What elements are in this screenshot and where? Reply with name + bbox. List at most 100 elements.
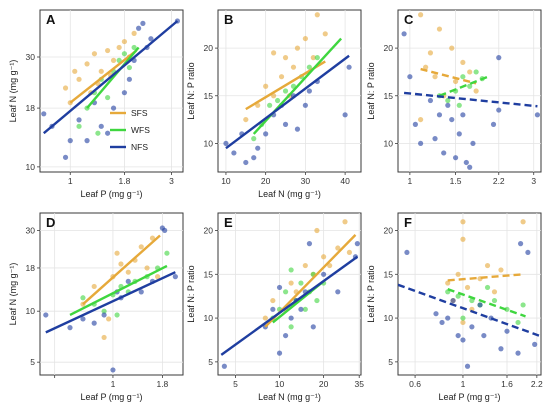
wfs-point xyxy=(456,102,462,108)
wfs-point xyxy=(460,315,466,321)
y-tick-label: 10 xyxy=(26,306,36,316)
nfs-point xyxy=(302,102,308,108)
y-tick-label: 5 xyxy=(30,357,35,367)
x-axis-label: Leaf P (mg g⁻¹) xyxy=(438,392,500,402)
plot-area xyxy=(397,9,542,173)
nfs-point xyxy=(67,138,73,144)
nfs-point xyxy=(67,325,73,331)
nfs-point xyxy=(532,341,538,347)
wfs-point xyxy=(491,297,498,304)
nfs-point xyxy=(439,319,445,326)
panel-f: 0.6 1 1.6 2.2 5 10 15 20 F Leaf P (mg g⁻¹) Leaf N:… xyxy=(366,212,543,402)
wfs-point xyxy=(121,51,128,57)
wfs-fit-line xyxy=(252,37,343,135)
sfs-point xyxy=(449,45,455,51)
nfs-point xyxy=(101,312,107,318)
x-tick-label: 1.8 xyxy=(156,379,168,389)
nfs-point xyxy=(467,164,473,170)
nfs-point xyxy=(41,111,47,117)
x-tick-label: 40 xyxy=(340,176,350,186)
y-axis-label: Leaf N: P ratio xyxy=(366,265,376,322)
wfs-point xyxy=(126,64,132,71)
nfs-point xyxy=(251,155,257,161)
sfs-point xyxy=(262,315,268,321)
nfs-point xyxy=(98,123,104,129)
nfs-point xyxy=(432,136,438,142)
nfs-point xyxy=(270,306,276,312)
nfs-fit-line xyxy=(45,271,176,334)
y-tick-label: 5 xyxy=(208,357,213,367)
sfs-point xyxy=(460,236,466,242)
nfs-point xyxy=(534,112,541,118)
nfs-point xyxy=(407,74,413,80)
sfs-point xyxy=(464,284,471,291)
nfs-fit-line xyxy=(220,255,359,356)
y-axis-label: Leaf N (mg g⁻¹) xyxy=(8,263,18,326)
nfs-point xyxy=(136,25,142,31)
nfs-point xyxy=(460,112,466,118)
x-tick-label: 1.8 xyxy=(118,176,130,186)
x-tick-label: 10 xyxy=(221,176,231,186)
nfs-point xyxy=(460,337,466,343)
sfs-point xyxy=(243,116,249,123)
wfs-point xyxy=(267,102,273,108)
wfs-point xyxy=(114,312,120,318)
plot-marks xyxy=(41,18,181,160)
nfs-point xyxy=(76,117,82,123)
panel-d: 1 1.8 5 10 18 30 D Leaf P (mg g⁻¹) Leaf N (mg g⁻… xyxy=(8,212,184,402)
sfs-point xyxy=(302,262,308,269)
nfs-point xyxy=(427,97,434,104)
legend-label-sfs: SFS xyxy=(131,108,148,118)
x-axis-label: Leaf P (mg g⁻¹) xyxy=(80,189,142,199)
nfs-point xyxy=(138,289,144,295)
sfs-point xyxy=(498,267,504,273)
sfs-point xyxy=(302,35,308,42)
sfs-point xyxy=(114,250,120,256)
nfs-point xyxy=(91,320,97,326)
sfs-point xyxy=(121,38,128,45)
y-tick-label: 20 xyxy=(204,226,214,236)
x-tick-label: 0.6 xyxy=(409,379,421,389)
x-tick-label: 20 xyxy=(261,176,271,186)
y-tick-label: 20 xyxy=(384,43,394,53)
panel-c: 1 1.5 2.2 3 10 15 20 C Leaf N: P ratio xyxy=(366,9,542,186)
sfs-point xyxy=(125,269,131,275)
nfs-point xyxy=(105,130,111,136)
nfs-point xyxy=(110,105,117,111)
sfs-point xyxy=(106,316,112,322)
nfs-point xyxy=(418,140,424,147)
sfs-point xyxy=(290,64,297,70)
sfs-point xyxy=(263,83,269,89)
sfs-point xyxy=(314,12,320,18)
nfs-point xyxy=(346,64,352,70)
nfs-point xyxy=(298,306,304,312)
x-tick-label: 2.2 xyxy=(531,379,543,389)
y-tick-label: 18 xyxy=(26,263,36,273)
sfs-fit-line xyxy=(420,67,477,85)
nfs-point xyxy=(433,311,439,317)
nfs-point xyxy=(126,76,132,82)
sfs-point xyxy=(491,289,498,295)
nfs-point xyxy=(342,112,348,118)
nfs-point xyxy=(452,155,459,161)
y-axis-label: Leaf N: P ratio xyxy=(366,62,376,119)
x-tick-label: 3 xyxy=(169,176,174,186)
sfs-point xyxy=(423,64,429,70)
y-tick-label: 5 xyxy=(388,357,393,367)
nfs-point xyxy=(125,278,131,284)
x-tick-label: 20 xyxy=(319,379,329,389)
panel-letter: B xyxy=(224,12,233,27)
x-tick-label: 1 xyxy=(408,176,413,186)
sfs-point xyxy=(314,227,320,234)
sfs-point xyxy=(98,68,104,74)
nfs-point xyxy=(445,102,451,108)
sfs-point xyxy=(101,334,107,341)
panel-e: 5 10 20 35 5 10 15 20 E Leaf N (mg g⁻¹) Leaf N: P … xyxy=(186,212,364,402)
x-tick-label: 1.6 xyxy=(501,379,513,389)
nfs-point xyxy=(496,107,502,113)
sfs-point xyxy=(131,30,137,36)
sfs-point xyxy=(436,26,443,32)
wfs-point xyxy=(80,295,86,301)
nfs-point xyxy=(404,249,410,256)
nfs-fit-line xyxy=(42,20,179,135)
